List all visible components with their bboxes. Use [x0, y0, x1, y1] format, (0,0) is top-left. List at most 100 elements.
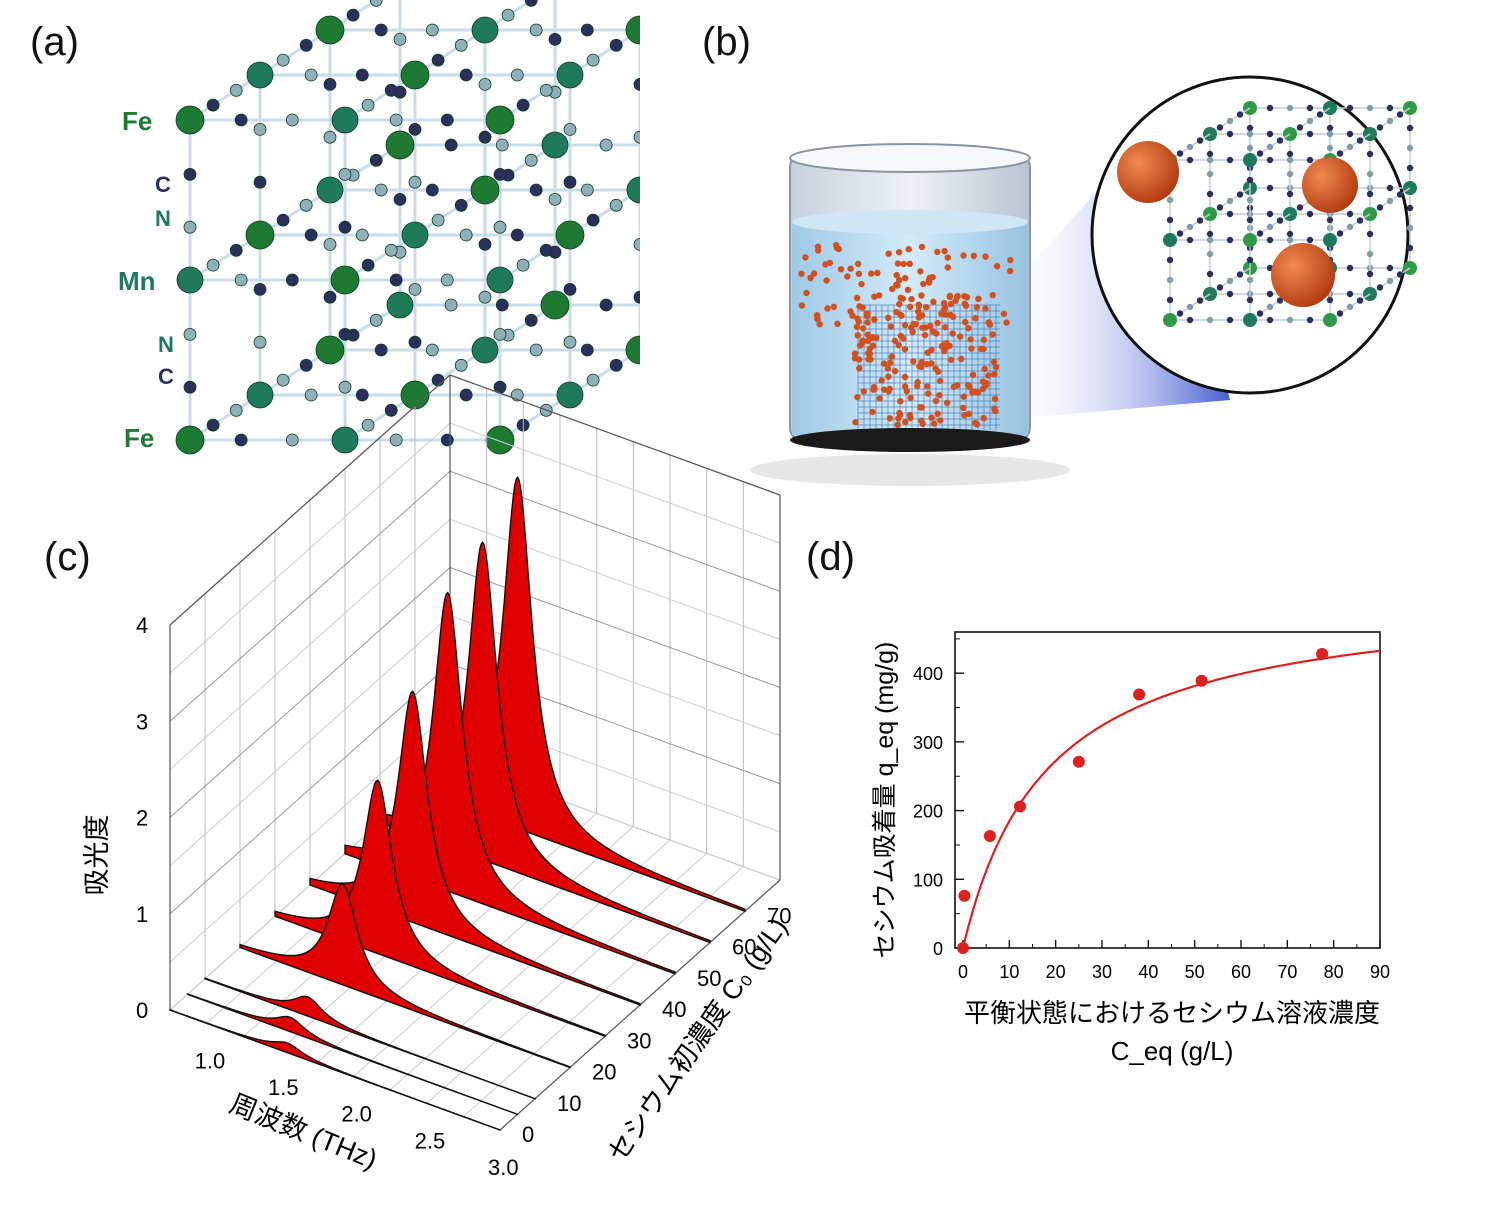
- zoom-bridge-atom: [1216, 124, 1224, 131]
- zoom-bridge-atom: [1386, 104, 1394, 112]
- zoom-bridge-atom: [1356, 137, 1364, 144]
- zoom-bridge-atom: [1366, 230, 1374, 238]
- grid-line: [169, 519, 451, 770]
- zoom-bridge-atom: [1176, 310, 1184, 317]
- cesium-particle: [924, 349, 931, 356]
- mn-atom: [386, 291, 414, 319]
- fe-atom: [485, 105, 515, 135]
- bridge-atom: [440, 273, 454, 287]
- bridge-atom: [495, 298, 509, 312]
- cesium-particle: [885, 373, 892, 380]
- zoom-bridge-atom: [1226, 316, 1234, 324]
- bridge-atom: [563, 122, 577, 136]
- z-tick-label: 4: [136, 613, 148, 638]
- zoom-bridge-atom: [1386, 197, 1394, 205]
- zoom-bridge-atom: [1306, 130, 1314, 138]
- fe-atom: [555, 220, 585, 250]
- cesium-particle: [926, 279, 933, 286]
- zoom-bridge-atom: [1216, 204, 1224, 211]
- data-point: [1133, 688, 1146, 701]
- cesium-particle: [954, 381, 961, 389]
- cesium-particle: [980, 336, 987, 343]
- cesium-particle: [847, 308, 854, 315]
- cesium-particle: [870, 384, 878, 391]
- z-tick-label: 1: [136, 902, 148, 927]
- zoom-bridge-atom: [1246, 296, 1254, 304]
- cesium-particle: [915, 308, 922, 315]
- cesium-particle: [891, 337, 899, 344]
- beaker-illustration: [750, 75, 1417, 486]
- zoom-bridge-atom: [1406, 144, 1414, 152]
- cesium-particle: [885, 314, 892, 321]
- cesium-particle: [990, 358, 998, 366]
- fe-atom: [315, 335, 345, 365]
- zoom-bridge-atom: [1266, 104, 1274, 112]
- bridge-atom: [276, 213, 290, 227]
- bridge-atom: [323, 290, 337, 304]
- fe-atom: [315, 15, 345, 45]
- zoom-bridge-atom: [1206, 150, 1214, 158]
- cesium-particle: [962, 318, 969, 326]
- zoom-bridge-atom: [1206, 270, 1214, 278]
- cesium-particle: [865, 356, 872, 363]
- bridge-atom: [633, 78, 640, 91]
- isotherm-points: [957, 648, 1329, 954]
- cesium-particle: [898, 312, 905, 319]
- x-tick-label: 70: [1277, 962, 1297, 982]
- zoom-bridge-atom: [1246, 196, 1254, 204]
- cesium-particle: [886, 415, 894, 422]
- bridge-atom: [529, 183, 543, 197]
- cesium-particle: [830, 303, 837, 310]
- bridge-atom: [234, 113, 248, 127]
- zoom-bridge-atom: [1246, 216, 1254, 224]
- cesium-particle: [925, 390, 932, 397]
- cesium-particle: [893, 272, 900, 279]
- cesium-particle: [967, 336, 974, 343]
- bridge-atom: [253, 122, 267, 136]
- fe-atom: [470, 175, 500, 205]
- bridge-atom: [355, 228, 369, 242]
- atom-label-fe-top: Fe: [122, 106, 152, 136]
- zoom-bridge-atom: [1266, 290, 1274, 298]
- x-tick-label: 1.0: [195, 1048, 226, 1073]
- cesium-particle: [960, 393, 967, 400]
- y-tick-label: 70: [767, 903, 791, 928]
- y-tick-label: 0: [522, 1122, 534, 1147]
- cesium-particle: [950, 313, 957, 321]
- bridge-atom: [516, 98, 530, 112]
- zoom-bridge-atom: [1366, 190, 1374, 198]
- y-tick-label: 300: [913, 733, 943, 753]
- zoom-bridge-atom: [1186, 303, 1194, 311]
- mn-atom: [541, 131, 569, 159]
- zoom-bridge-atom: [1196, 297, 1204, 304]
- x-tick-label: 60: [1231, 962, 1251, 982]
- zoom-bridge-atom: [1276, 137, 1284, 144]
- cesium-particle: [868, 270, 875, 277]
- bridge-atom: [609, 198, 623, 212]
- cesium-particle: [936, 377, 944, 385]
- cesium-particle: [960, 252, 967, 259]
- y-tick-label: 40: [662, 997, 686, 1022]
- cesium-particle: [940, 307, 947, 314]
- bridge-atom: [478, 237, 492, 251]
- z-tick-label: 3: [136, 709, 148, 734]
- cesium-particle: [902, 275, 909, 282]
- cesium-particle: [897, 411, 904, 419]
- mn-atom: [331, 426, 359, 454]
- zoom-bridge-atom: [1166, 256, 1174, 264]
- cesium-particle: [856, 365, 863, 372]
- cesium-particle: [986, 321, 994, 328]
- cesium-particle: [919, 420, 926, 427]
- cesium-particle: [943, 343, 951, 350]
- beaker-shadow: [750, 454, 1070, 486]
- zoom-bridge-atom: [1396, 111, 1404, 118]
- cesium-particle: [816, 321, 823, 328]
- cesium-particle: [823, 277, 830, 284]
- cesium-particle: [905, 246, 912, 253]
- zoom-bridge-atom: [1296, 204, 1304, 211]
- grid-line: [449, 422, 781, 544]
- zoom-bridge-atom: [1206, 230, 1214, 238]
- cesium-particle: [904, 286, 912, 294]
- bridge-atom: [361, 98, 375, 112]
- bridge-atom: [253, 175, 267, 189]
